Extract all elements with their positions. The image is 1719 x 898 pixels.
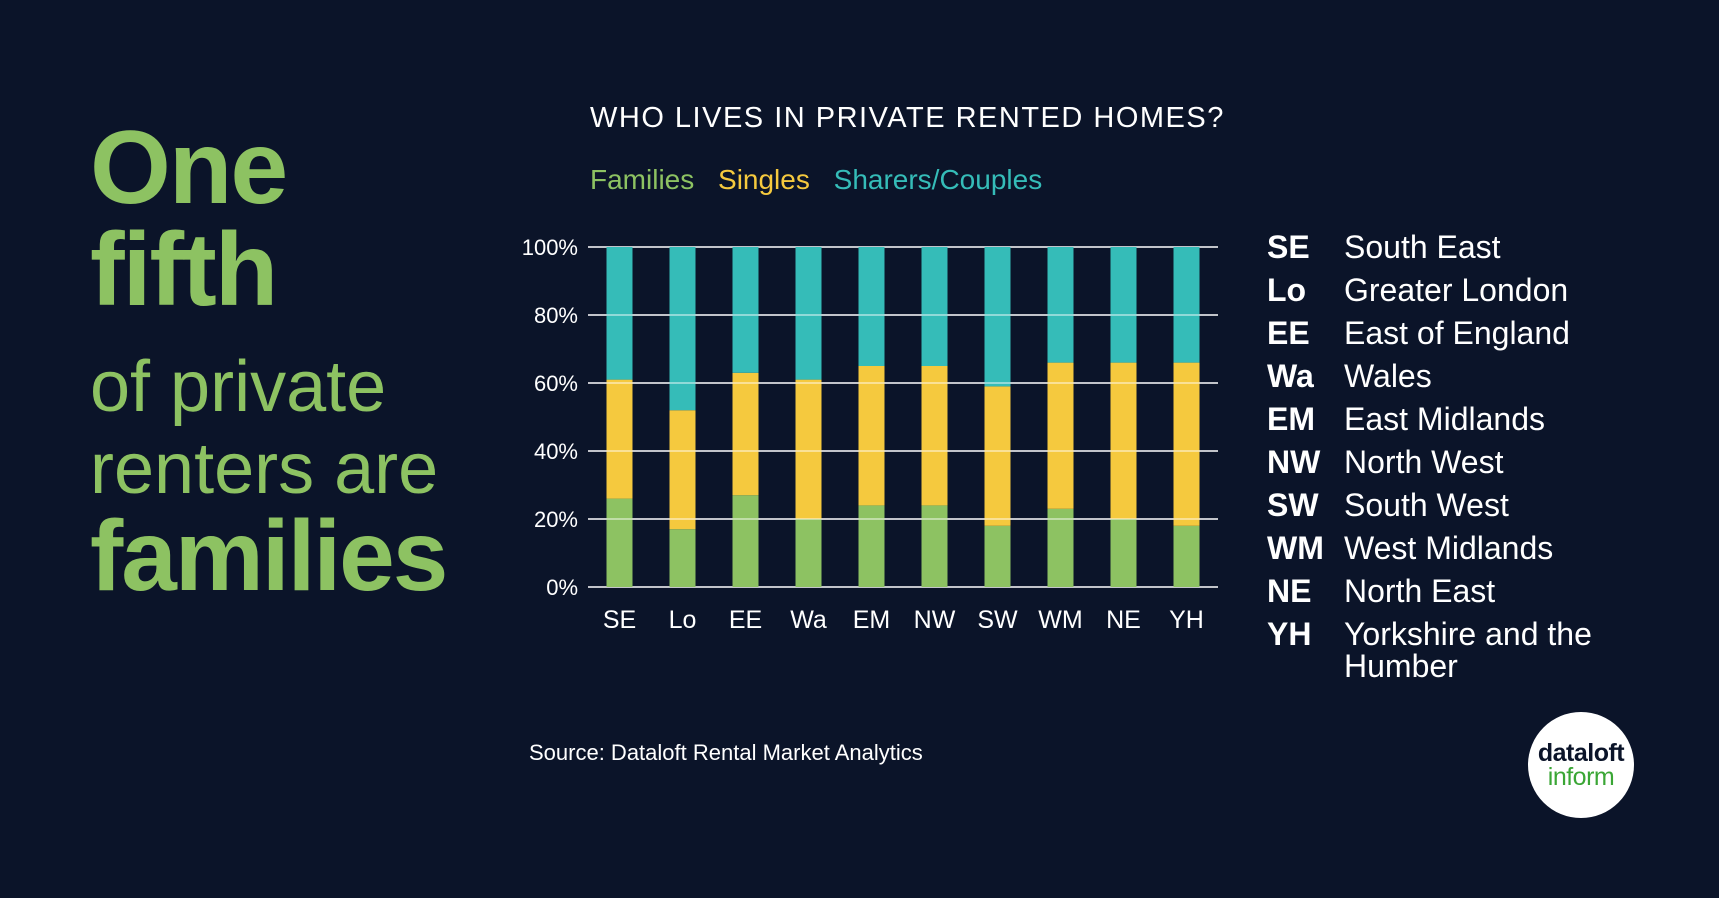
x-tick-label: SW: [977, 606, 1018, 634]
bar-segment-wa-1: [795, 379, 822, 519]
headline-renters-are: renters are: [90, 429, 439, 509]
y-tick-label: 40%: [534, 439, 578, 464]
key-code: Wa: [1267, 358, 1314, 394]
key-code: NW: [1267, 444, 1321, 480]
x-tick-label: WM: [1038, 606, 1082, 634]
bar-segment-nw-1: [921, 366, 948, 506]
bar-segment-nw-0: [921, 505, 948, 587]
bar-segment-ee-1: [732, 372, 759, 496]
headline: One fifth of private renters are familie…: [90, 110, 510, 612]
key-region-name: Greater London: [1344, 272, 1569, 308]
bar-segment-wm-1: [1047, 362, 1074, 509]
key-code: SW: [1267, 487, 1319, 523]
key-row: SW South West: [1267, 484, 1644, 527]
logo-inform: inform: [1547, 763, 1615, 791]
bar-segment-lo-1: [669, 410, 696, 530]
logo-dataloft: dataloft: [1537, 739, 1625, 767]
source-note: Source: Dataloft Rental Market Analytics: [529, 740, 923, 765]
legend-families: Families: [590, 164, 695, 195]
key-row: NW North West: [1267, 441, 1644, 484]
key-region-name: North East: [1344, 573, 1496, 609]
headline-one: One: [90, 110, 288, 226]
key-row: EE East of England: [1267, 312, 1644, 355]
x-tick-label: YH: [1169, 606, 1204, 634]
x-tick-label: NW: [914, 606, 956, 634]
bar-segment-yh-2: [1173, 247, 1200, 363]
key-code: EE: [1267, 315, 1310, 351]
bar-segment-ne-1: [1110, 362, 1137, 519]
bar-segment-em-1: [858, 366, 885, 506]
key-code: EM: [1267, 401, 1315, 437]
bar-segment-em-0: [858, 505, 885, 587]
bar-segment-lo-2: [669, 247, 696, 411]
key-code: YH: [1267, 616, 1312, 652]
bar-segment-wm-2: [1047, 247, 1074, 363]
bar-segment-sw-1: [984, 386, 1011, 526]
bar-segment-yh-1: [1173, 362, 1200, 526]
key-region-name: West Midlands: [1344, 530, 1554, 566]
bar-segment-ne-2: [1110, 247, 1137, 363]
key-code: NE: [1267, 573, 1312, 609]
key-row: Wa Wales: [1267, 355, 1644, 398]
key-code: WM: [1267, 530, 1324, 566]
key-row: WM West Midlands: [1267, 527, 1644, 570]
bar-segment-nw-2: [921, 247, 948, 366]
bar-segment-ee-0: [732, 495, 759, 587]
x-tick-label: Lo: [669, 606, 697, 634]
legend-singles: Singles: [718, 164, 810, 195]
key-region-name: East Midlands: [1344, 401, 1545, 437]
bar-segment-se-1: [606, 379, 633, 499]
key-row: NE North East: [1267, 570, 1644, 613]
key-code: Lo: [1267, 272, 1307, 308]
bar-segment-ee-2: [732, 247, 759, 373]
y-tick-label: 0%: [546, 575, 578, 600]
bar-segment-lo-0: [669, 529, 696, 587]
y-tick-label: 80%: [534, 303, 578, 328]
bar-segment-ne-0: [1110, 519, 1137, 587]
bar-segment-yh-0: [1173, 525, 1200, 587]
x-tick-label: Wa: [790, 606, 827, 634]
bar-segment-se-2: [606, 247, 633, 380]
x-tick-label: SE: [603, 606, 636, 634]
y-tick-label: 20%: [534, 507, 578, 532]
y-tick-label: 100%: [522, 235, 578, 260]
legend-sharers-couples: Sharers/Couples: [833, 164, 1043, 195]
bar-segment-wa-2: [795, 247, 822, 380]
bar-segment-em-2: [858, 247, 885, 366]
x-tick-label: NE: [1106, 606, 1141, 634]
x-tick-label: EE: [729, 606, 762, 634]
key-region-name: Wales: [1344, 358, 1432, 394]
key-region-name: Yorkshire and the Humber: [1344, 616, 1592, 684]
headline-of-private: of private: [90, 347, 387, 427]
key-region-name: South West: [1344, 487, 1509, 523]
key-row: SE South East: [1267, 226, 1644, 269]
key-region-name: East of England: [1344, 315, 1570, 351]
x-tick-label: EM: [853, 606, 891, 634]
bar-segment-wa-0: [795, 519, 822, 587]
headline-fifth: fifth: [90, 212, 278, 328]
headline-families-line: families: [90, 506, 510, 612]
key-row: EM East Midlands: [1267, 398, 1644, 441]
y-tick-label: 60%: [534, 371, 578, 396]
dataloft-logo: dataloft inform: [1528, 712, 1634, 818]
bar-segment-wm-0: [1047, 508, 1074, 587]
key-region-name: North West: [1344, 444, 1504, 480]
bar-segment-se-0: [606, 498, 633, 587]
key-code: SE: [1267, 229, 1310, 265]
bar-segment-sw-0: [984, 525, 1011, 587]
key-row: Lo Greater London: [1267, 269, 1644, 312]
bar-segment-sw-2: [984, 247, 1011, 387]
chart-title: WHO LIVES IN PRIVATE RENTED HOMES?: [590, 102, 1225, 134]
key-row: YH Yorkshire and the Humber: [1267, 613, 1644, 688]
region-key: SE South East Lo Greater London EE East of En…: [1267, 226, 1644, 688]
key-region-name: South East: [1344, 229, 1501, 265]
headline-families: families: [90, 500, 448, 612]
chart-legend: Families Singles Sharers/Couples: [590, 164, 1058, 196]
